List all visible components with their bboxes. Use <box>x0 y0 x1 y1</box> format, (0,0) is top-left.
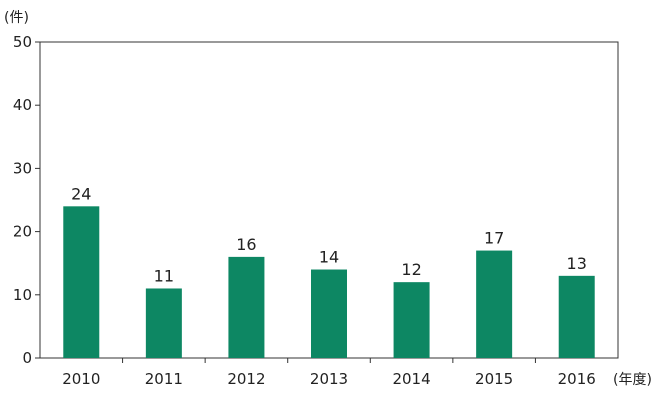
x-axis-unit-label: (年度) <box>613 372 652 388</box>
y-tick-label: 40 <box>13 96 32 114</box>
x-axis: 2010 2011 2012 2013 2014 2015 2016 <box>62 358 596 388</box>
y-tick-label: 10 <box>13 286 32 304</box>
x-tick-label: 2016 <box>558 370 596 388</box>
x-tick-label: 2012 <box>227 370 265 388</box>
bar-2010 <box>63 206 100 358</box>
y-axis: 0 10 20 30 40 50 <box>13 33 40 367</box>
bar-2014 <box>393 282 430 358</box>
bar-2011 <box>145 288 182 358</box>
bar-2012 <box>228 256 265 358</box>
bar-2016 <box>558 275 595 358</box>
y-tick-label: 20 <box>13 223 32 241</box>
data-label: 14 <box>319 248 339 267</box>
data-label: 12 <box>401 260 421 279</box>
x-tick-label: 2013 <box>310 370 348 388</box>
data-label: 24 <box>71 184 91 203</box>
x-tick-label: 2011 <box>145 370 183 388</box>
x-tick-label: 2015 <box>475 370 513 388</box>
y-tick-label: 50 <box>13 33 32 51</box>
data-label: 11 <box>154 266 174 285</box>
y-tick-label: 30 <box>13 159 32 177</box>
data-label: 16 <box>236 235 256 254</box>
x-tick-label: 2010 <box>62 370 100 388</box>
y-axis-unit-label: (件) <box>4 10 29 26</box>
bar-2015 <box>476 250 513 358</box>
bar-series: 24 11 16 14 12 17 13 <box>63 184 595 358</box>
y-tick-label: 0 <box>22 349 32 367</box>
x-tick-label: 2014 <box>392 370 430 388</box>
data-label: 17 <box>484 229 504 248</box>
bar-2013 <box>311 269 347 358</box>
data-label: 13 <box>567 254 587 273</box>
